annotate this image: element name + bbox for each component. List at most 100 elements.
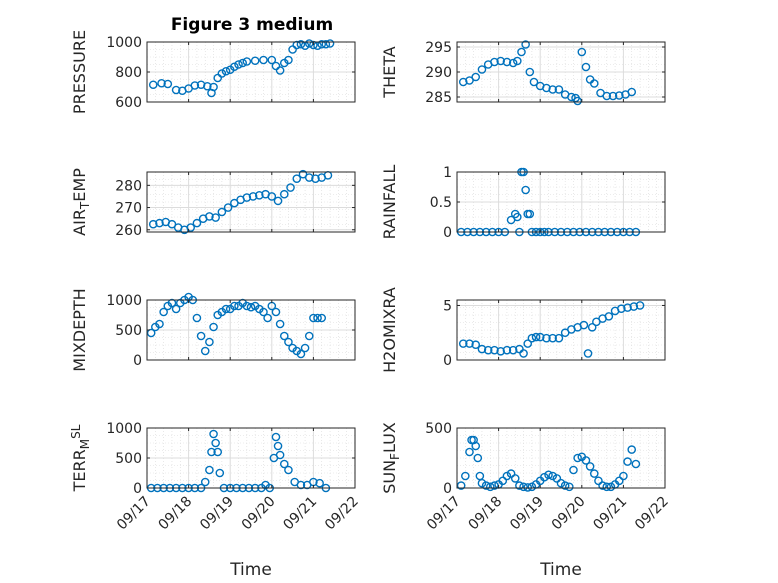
data-point <box>585 462 595 471</box>
data-point <box>242 57 252 66</box>
data-point <box>548 85 557 94</box>
x-axis-label: Time <box>229 560 272 580</box>
data-point <box>523 483 533 492</box>
data-point <box>515 481 524 490</box>
subplot-2: 285 290 295 THETA <box>380 40 666 106</box>
data-point <box>614 91 624 100</box>
data-point <box>209 82 218 92</box>
data-point <box>485 482 495 492</box>
data-point <box>471 72 481 82</box>
y-tick-label: 260 <box>115 223 142 239</box>
data-point <box>325 39 335 48</box>
data-point <box>215 468 225 478</box>
data-point <box>567 92 576 102</box>
data-point <box>589 469 599 478</box>
data-point <box>513 212 522 222</box>
data-point <box>519 349 528 358</box>
data-point <box>548 333 557 343</box>
plot-area <box>147 172 355 232</box>
data-point <box>148 219 158 229</box>
y-tick-label: 0 <box>443 481 452 497</box>
data-point <box>490 345 499 355</box>
data-point <box>544 470 553 480</box>
data-point <box>554 85 564 94</box>
data-point <box>631 459 641 469</box>
y-tick-label: 280 <box>115 178 142 194</box>
data-point <box>248 192 258 201</box>
data-point <box>573 96 582 106</box>
y-tick-label: 0 <box>133 353 142 369</box>
data-point <box>477 65 487 74</box>
data-point <box>296 480 306 490</box>
data-point <box>250 56 260 66</box>
data-point <box>200 346 210 356</box>
data-point <box>279 331 289 341</box>
data-point <box>238 58 247 68</box>
y-axis-label-part: SUN <box>380 460 399 494</box>
subplot-1: 600 800 1000 PRESSURE <box>70 30 356 114</box>
subplot-3: 260 270 280 AIRTEMP <box>70 168 356 239</box>
data-point <box>292 40 302 50</box>
data-point <box>456 481 466 490</box>
data-point <box>471 340 481 350</box>
data-point <box>255 191 264 200</box>
y-axis-label-part: M <box>78 439 92 449</box>
data-point <box>157 78 166 88</box>
data-point <box>523 339 533 348</box>
axes-box <box>146 171 356 233</box>
y-tick-label: 270 <box>115 201 142 217</box>
y-tick-label: 0.5 <box>430 195 452 211</box>
data-point <box>490 57 499 67</box>
data-point <box>230 62 239 72</box>
data-point <box>230 301 239 311</box>
data-point <box>481 481 491 490</box>
data-point <box>315 478 324 488</box>
y-axis-label-part: PRESSURE <box>70 30 89 114</box>
y-axis-label-part: RAINFALL <box>380 165 399 240</box>
data-point <box>573 453 582 463</box>
data-point <box>304 173 314 182</box>
data-point <box>205 212 214 221</box>
data-point <box>569 465 578 475</box>
data-point <box>525 209 535 219</box>
data-point <box>583 349 593 358</box>
y-axis-label-part: AIR <box>70 209 89 236</box>
data-point <box>203 81 212 91</box>
data-point <box>542 333 551 343</box>
data-point <box>275 66 285 75</box>
data-point <box>614 476 624 486</box>
data-point <box>286 183 295 192</box>
data-point <box>296 39 306 49</box>
data-point <box>171 304 181 314</box>
data-point <box>309 40 318 50</box>
y-axis-label-part: H2OMIXRA <box>380 287 399 373</box>
data-point <box>579 320 589 330</box>
data-point <box>465 76 474 85</box>
data-point <box>275 450 285 460</box>
y-tick-label: 295 <box>425 40 452 56</box>
data-point <box>627 445 637 454</box>
data-point <box>589 79 599 88</box>
data-point <box>517 47 526 57</box>
y-axis-label-part: MIXDEPTH <box>70 288 89 371</box>
data-point <box>635 301 645 310</box>
data-point <box>273 196 283 206</box>
data-point <box>211 213 220 222</box>
data-point <box>594 476 603 486</box>
data-point <box>552 474 562 483</box>
data-point <box>205 465 214 475</box>
data-point <box>321 39 331 49</box>
x-axis-label: Time <box>539 560 582 580</box>
data-point <box>234 60 243 69</box>
data-point <box>273 441 283 451</box>
subplot-4: 0 0.5 1 RAINFALL <box>380 165 666 241</box>
data-point <box>217 69 227 78</box>
data-point <box>556 478 566 488</box>
data-point <box>192 313 202 323</box>
data-point <box>606 482 616 492</box>
y-axis-label: THETA <box>380 46 399 98</box>
y-axis-label-part: TERR <box>70 449 89 492</box>
y-axis-label-part: EMP <box>70 168 89 202</box>
data-point <box>271 307 281 317</box>
